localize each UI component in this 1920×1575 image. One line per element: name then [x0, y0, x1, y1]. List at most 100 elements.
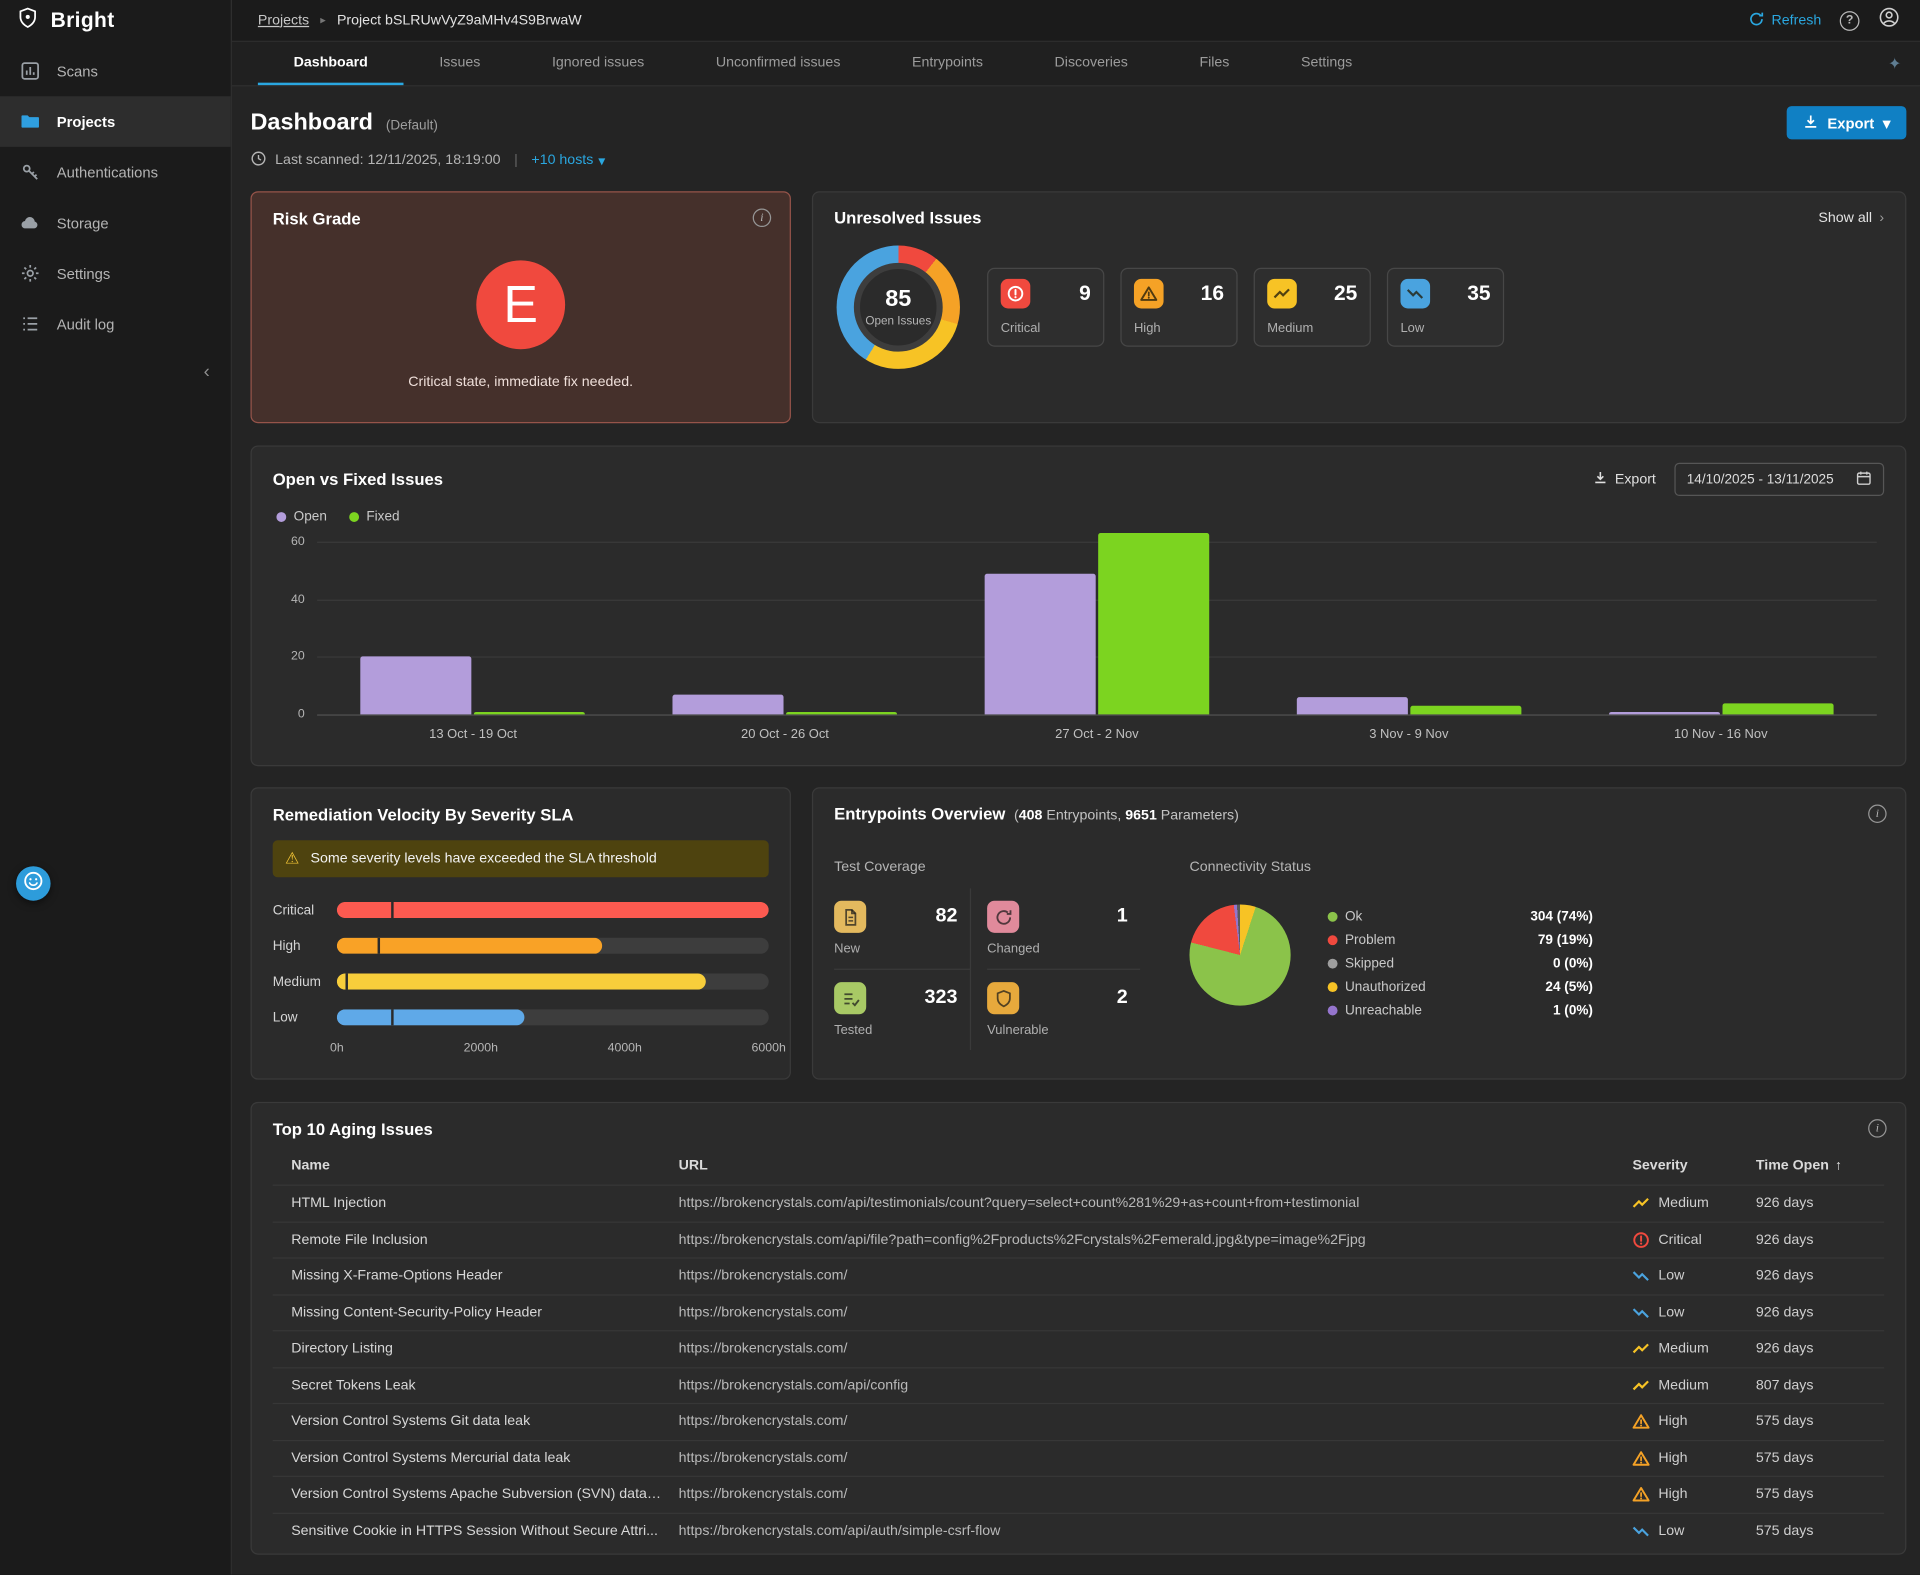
x-axis-category: 27 Oct - 2 Nov: [1055, 726, 1139, 742]
sla-warning-banner: ⚠ Some severity levels have exceeded the…: [272, 840, 769, 878]
open-bar[interactable]: [1296, 697, 1408, 715]
sort-asc-icon[interactable]: ↑: [1835, 1158, 1842, 1174]
issue-severity: High: [1632, 1413, 1755, 1430]
coverage-tested[interactable]: 323 Tested: [834, 969, 972, 1051]
user-avatar-button[interactable]: [1878, 6, 1900, 34]
sidebar-item-projects[interactable]: Projects: [0, 96, 231, 147]
issue-name[interactable]: Sensitive Cookie in HTTPS Session Withou…: [291, 1523, 658, 1539]
tab-ignored-issues[interactable]: Ignored issues: [551, 54, 645, 70]
sidebar-item-settings[interactable]: Settings: [0, 248, 231, 299]
tab-settings[interactable]: Settings: [1300, 54, 1353, 70]
open-bar[interactable]: [672, 694, 784, 715]
sla-severity-label: Medium: [272, 974, 321, 989]
issue-name[interactable]: Missing Content-Security-Policy Header: [291, 1305, 542, 1320]
issue-name[interactable]: Version Control Systems Apache Subversio…: [291, 1487, 663, 1502]
column-severity[interactable]: Severity: [1632, 1158, 1688, 1174]
fixed-bar[interactable]: [1722, 702, 1834, 715]
chart-export-button[interactable]: Export: [1593, 470, 1656, 489]
table-row[interactable]: Directory Listing https://brokencrystals.…: [272, 1330, 1885, 1366]
issue-stat-chip-medium[interactable]: 25 Medium: [1253, 267, 1371, 347]
issue-name[interactable]: Missing X-Frame-Options Header: [291, 1268, 503, 1284]
sparkle-icon[interactable]: ✦: [1887, 54, 1902, 73]
fixed-bar[interactable]: [1098, 533, 1210, 715]
open-bar[interactable]: [1608, 711, 1720, 715]
table-row[interactable]: Remote File Inclusion https://brokencryst…: [272, 1220, 1885, 1257]
table-row[interactable]: Missing Content-Security-Policy Header ht…: [272, 1293, 1885, 1330]
bar-group[interactable]: [984, 533, 1210, 715]
legend-fixed[interactable]: Fixed: [349, 510, 400, 524]
sidebar-collapse-button[interactable]: ‹: [0, 349, 231, 395]
issue-name[interactable]: HTML Injection: [291, 1195, 387, 1211]
issue-stat-chip-low[interactable]: 35 Low: [1386, 267, 1505, 347]
column-url[interactable]: URL: [678, 1158, 708, 1174]
table-row[interactable]: Missing X-Frame-Options Header https://br…: [272, 1257, 1885, 1293]
bar-group[interactable]: [1608, 702, 1834, 715]
issue-name[interactable]: Version Control Systems Mercurial data l…: [291, 1450, 571, 1466]
issue-stat-chip-critical[interactable]: 9 Critical: [987, 267, 1105, 347]
issue-name[interactable]: Remote File Inclusion: [291, 1232, 428, 1248]
info-icon[interactable]: i: [752, 208, 772, 228]
sidebar-item-audit-log[interactable]: Audit log: [0, 299, 231, 350]
bar-group[interactable]: [672, 694, 898, 715]
bar-group[interactable]: [360, 656, 586, 715]
connectivity-unreachable[interactable]: Unreachable 1 (0%): [1327, 998, 1593, 1021]
bar-group[interactable]: [1296, 697, 1522, 715]
issue-url: https://brokencrystals.com/: [678, 1450, 848, 1466]
tab-issues[interactable]: Issues: [439, 54, 481, 70]
hosts-toggle[interactable]: +10 hosts ▾: [531, 152, 605, 169]
open-bar[interactable]: [360, 656, 472, 715]
show-all-link[interactable]: Show all ›: [1818, 210, 1884, 225]
help-button[interactable]: ?: [1839, 10, 1860, 31]
coverage-changed[interactable]: 1 Changed: [987, 888, 1141, 970]
risk-grade-card: Risk Grade i E Critical state, immediate…: [250, 191, 791, 424]
open-bar[interactable]: [984, 573, 1096, 715]
table-row[interactable]: Version Control Systems Mercurial data l…: [272, 1439, 1885, 1475]
tab-files[interactable]: Files: [1199, 54, 1230, 70]
sla-bar[interactable]: [336, 1009, 769, 1026]
risk-grade-title: Risk Grade: [272, 209, 361, 229]
tab-discoveries[interactable]: Discoveries: [1054, 54, 1128, 70]
export-button[interactable]: Export ▾: [1786, 106, 1907, 140]
issue-name[interactable]: Secret Tokens Leak: [291, 1377, 416, 1393]
chart-export-label: Export: [1614, 471, 1656, 487]
fixed-bar[interactable]: [786, 711, 898, 715]
table-row[interactable]: Version Control Systems Git data leak htt…: [272, 1402, 1885, 1439]
fixed-bar[interactable]: [474, 711, 586, 715]
sidebar-item-authentications[interactable]: Authentications: [0, 147, 231, 198]
fixed-bar[interactable]: [1410, 705, 1522, 715]
column-name[interactable]: Name: [291, 1158, 330, 1174]
info-icon[interactable]: i: [1868, 804, 1887, 824]
tab-bar: Dashboard Issues Ignored issues Unconfirmed…: [231, 41, 1920, 87]
connectivity-unauthorized[interactable]: Unauthorized 24 (5%): [1327, 975, 1593, 998]
legend-open[interactable]: Open: [276, 510, 327, 524]
tab-unconfirmed-issues[interactable]: Unconfirmed issues: [715, 54, 841, 70]
breadcrumb-projects-link[interactable]: Projects: [257, 12, 310, 28]
sidebar-item-scans[interactable]: Scans: [0, 46, 231, 97]
table-row[interactable]: HTML Injection https://brokencrystals.com…: [272, 1184, 1885, 1221]
sidebar-item-storage[interactable]: Storage: [0, 197, 231, 248]
issue-stat-chip-high[interactable]: 16 High: [1120, 267, 1238, 347]
table-row[interactable]: Sensitive Cookie in HTTPS Session Withou…: [272, 1512, 1885, 1548]
tab-entrypoints[interactable]: Entrypoints: [911, 54, 983, 70]
issue-name[interactable]: Directory Listing: [291, 1341, 393, 1357]
changed-icon: [987, 900, 1020, 933]
table-row[interactable]: Version Control Systems Apache Subversio…: [272, 1475, 1885, 1512]
app-logo[interactable]: Bright: [0, 0, 231, 42]
chat-launcher[interactable]: [16, 866, 51, 901]
tab-dashboard[interactable]: Dashboard: [257, 42, 404, 86]
column-time-open[interactable]: Time Open ↑: [1755, 1158, 1842, 1174]
refresh-button[interactable]: Refresh: [1748, 10, 1821, 30]
issue-name[interactable]: Version Control Systems Git data leak: [291, 1414, 531, 1430]
sla-bar[interactable]: [336, 901, 769, 919]
sla-bar[interactable]: [336, 973, 769, 990]
connectivity-problem[interactable]: Problem 79 (19%): [1327, 928, 1593, 951]
sla-bar[interactable]: [336, 937, 769, 954]
table-row[interactable]: Secret Tokens Leak https://brokencrystals…: [272, 1366, 1885, 1403]
coverage-vulnerable[interactable]: 2 Vulnerable: [987, 970, 1140, 1050]
coverage-new[interactable]: 82 New: [834, 888, 972, 970]
date-range-picker[interactable]: 14/10/2025 - 13/11/2025: [1674, 462, 1885, 497]
chevron-right-icon: ›: [1879, 210, 1885, 226]
connectivity-skipped[interactable]: Skipped 0 (0%): [1327, 951, 1593, 974]
connectivity-ok[interactable]: Ok 304 (74%): [1327, 904, 1593, 927]
info-icon[interactable]: i: [1868, 1119, 1887, 1138]
